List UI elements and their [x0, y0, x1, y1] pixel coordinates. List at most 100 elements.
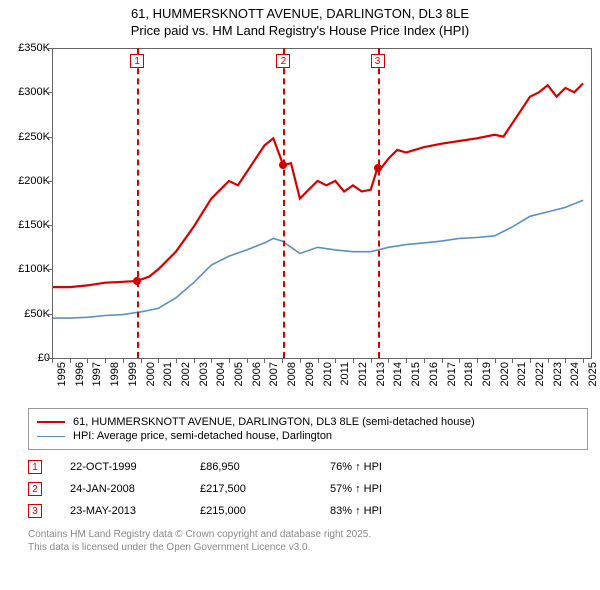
footer: Contains HM Land Registry data © Crown c…	[28, 528, 371, 554]
xtick-mark	[353, 358, 354, 363]
sale-price: £215,000	[200, 505, 330, 517]
sale-row-marker: 1	[28, 460, 42, 474]
sale-row-marker: 2	[28, 482, 42, 496]
xtick-label: 2022	[534, 362, 546, 386]
xtick-label: 2021	[516, 362, 528, 386]
xtick-label: 2005	[233, 362, 245, 386]
xtick-label: 1999	[127, 362, 139, 386]
xtick-label: 2019	[481, 362, 493, 386]
xtick-label: 2020	[499, 362, 511, 386]
xtick-label: 2001	[162, 362, 174, 386]
y-axis-line	[52, 48, 53, 358]
sale-row: 3 23-MAY-2013£215,00083% ↑ HPI	[28, 500, 382, 522]
sale-hpi: 57% ↑ HPI	[330, 483, 382, 495]
xtick-mark	[176, 358, 177, 363]
legend-swatch	[37, 421, 65, 423]
sale-hpi: 83% ↑ HPI	[330, 505, 382, 517]
xtick-mark	[141, 358, 142, 363]
sale-marker-line	[283, 48, 285, 358]
xtick-mark	[229, 358, 230, 363]
sale-marker-box: 2	[276, 54, 290, 68]
legend: 61, HUMMERSKNOTT AVENUE, DARLINGTON, DL3…	[28, 408, 588, 450]
xtick-mark	[495, 358, 496, 363]
chart-lines	[52, 48, 592, 358]
xtick-mark	[459, 358, 460, 363]
xtick-mark	[247, 358, 248, 363]
xtick-label: 1996	[74, 362, 86, 386]
xtick-mark	[388, 358, 389, 363]
xtick-mark	[477, 358, 478, 363]
xtick-label: 2010	[322, 362, 334, 386]
xtick-label: 2013	[375, 362, 387, 386]
chart-container: 61, HUMMERSKNOTT AVENUE, DARLINGTON, DL3…	[0, 0, 600, 590]
title-block: 61, HUMMERSKNOTT AVENUE, DARLINGTON, DL3…	[0, 0, 600, 40]
ytick-label: £300K	[18, 86, 50, 98]
xtick-mark	[565, 358, 566, 363]
sale-marker-line	[378, 48, 380, 358]
series-property	[52, 83, 583, 287]
sale-table: 1 22-OCT-1999£86,95076% ↑ HPI 224-JAN-2008…	[28, 456, 382, 522]
xtick-mark	[424, 358, 425, 363]
sale-marker-line	[137, 48, 139, 358]
xtick-mark	[158, 358, 159, 363]
xtick-mark	[123, 358, 124, 363]
xtick-mark	[211, 358, 212, 363]
sale-row-marker: 3	[28, 504, 42, 518]
footer-line2: This data is licensed under the Open Gov…	[28, 541, 371, 554]
sale-marker-dot	[374, 164, 382, 172]
footer-line1: Contains HM Land Registry data © Crown c…	[28, 528, 371, 541]
sale-price: £86,950	[200, 461, 330, 473]
xtick-mark	[52, 358, 53, 363]
xtick-label: 2016	[428, 362, 440, 386]
xtick-mark	[87, 358, 88, 363]
sale-marker-box: 1	[130, 54, 144, 68]
ytick-label: £100K	[18, 263, 50, 275]
ytick-label: £200K	[18, 175, 50, 187]
xtick-mark	[300, 358, 301, 363]
xtick-label: 2003	[198, 362, 210, 386]
xtick-label: 2000	[145, 362, 157, 386]
xtick-label: 2006	[251, 362, 263, 386]
sale-row: 1 22-OCT-1999£86,95076% ↑ HPI	[28, 456, 382, 478]
xtick-mark	[194, 358, 195, 363]
ytick-label: £150K	[18, 219, 50, 231]
xtick-label: 2004	[215, 362, 227, 386]
xtick-mark	[548, 358, 549, 363]
xtick-label: 2023	[552, 362, 564, 386]
sale-hpi: 76% ↑ HPI	[330, 461, 382, 473]
xtick-label: 2011	[339, 362, 351, 386]
xtick-mark	[105, 358, 106, 363]
ytick-label: £350K	[18, 42, 50, 54]
ytick-label: £250K	[18, 131, 50, 143]
series-hpi	[52, 200, 583, 318]
xtick-mark	[264, 358, 265, 363]
sale-marker-dot	[133, 277, 141, 285]
xtick-label: 1998	[109, 362, 121, 386]
xtick-mark	[512, 358, 513, 363]
xtick-label: 1997	[91, 362, 103, 386]
sale-price: £217,500	[200, 483, 330, 495]
xtick-mark	[583, 358, 584, 363]
xtick-label: 1995	[56, 362, 68, 386]
legend-item: 61, HUMMERSKNOTT AVENUE, DARLINGTON, DL3…	[37, 415, 579, 429]
xtick-label: 2024	[569, 362, 581, 386]
sale-marker-box: 3	[371, 54, 385, 68]
sale-date: 23-MAY-2013	[70, 505, 200, 517]
sale-row: 224-JAN-2008£217,50057% ↑ HPI	[28, 478, 382, 500]
legend-label: 61, HUMMERSKNOTT AVENUE, DARLINGTON, DL3…	[73, 416, 475, 428]
xtick-mark	[371, 358, 372, 363]
xtick-label: 2002	[180, 362, 192, 386]
xtick-mark	[70, 358, 71, 363]
xtick-label: 2012	[357, 362, 369, 386]
xtick-mark	[530, 358, 531, 363]
xtick-label: 2017	[446, 362, 458, 386]
xtick-label: 2014	[392, 362, 404, 386]
legend-swatch	[37, 436, 65, 437]
sale-date: 22-OCT-1999	[70, 461, 200, 473]
xtick-mark	[282, 358, 283, 363]
xtick-label: 2015	[410, 362, 422, 386]
title-line2: Price paid vs. HM Land Registry's House …	[0, 23, 600, 40]
title-line1: 61, HUMMERSKNOTT AVENUE, DARLINGTON, DL3…	[0, 6, 600, 23]
xtick-mark	[318, 358, 319, 363]
xtick-label: 2018	[463, 362, 475, 386]
